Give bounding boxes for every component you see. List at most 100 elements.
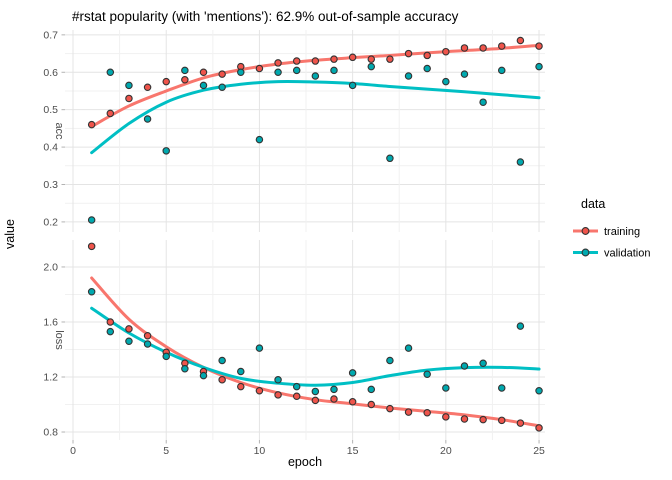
data-point-training bbox=[460, 415, 469, 423]
x-tick-label: 25 bbox=[533, 445, 545, 457]
data-point-validation bbox=[348, 369, 357, 377]
legend-item-training: training bbox=[573, 226, 640, 238]
data-point-validation bbox=[218, 356, 226, 365]
data-point-validation bbox=[498, 66, 506, 75]
y-tick-label: 0.6 bbox=[43, 67, 58, 79]
data-point-validation bbox=[255, 135, 264, 144]
data-point-validation bbox=[516, 158, 525, 166]
data-point-training bbox=[386, 55, 394, 63]
legend-item-validation: validation bbox=[573, 248, 650, 260]
data-point-training bbox=[255, 64, 264, 73]
data-point-training bbox=[311, 57, 320, 65]
data-layer bbox=[87, 36, 543, 432]
data-point-validation bbox=[181, 364, 189, 373]
x-tick-label: 10 bbox=[254, 445, 266, 457]
data-point-training bbox=[330, 55, 338, 63]
data-point-validation bbox=[404, 344, 413, 352]
data-point-training bbox=[535, 424, 543, 432]
data-point-training bbox=[274, 391, 282, 399]
data-point-validation bbox=[162, 147, 170, 155]
data-point-training bbox=[367, 400, 376, 409]
data-point-validation bbox=[255, 344, 264, 352]
y-axis-label: value bbox=[3, 219, 17, 249]
data-point-validation bbox=[274, 376, 282, 384]
legend-title: data bbox=[581, 197, 605, 211]
data-point-training bbox=[442, 47, 450, 56]
data-point-validation bbox=[311, 387, 320, 396]
data-point-validation bbox=[367, 385, 376, 394]
data-point-validation bbox=[181, 66, 189, 75]
data-point-validation bbox=[106, 327, 115, 336]
data-point-validation bbox=[125, 81, 133, 90]
data-point-training bbox=[479, 44, 487, 52]
x-tick-label: 5 bbox=[163, 445, 169, 457]
legend-label-validation: validation bbox=[604, 248, 650, 260]
smooth-line-validation bbox=[90, 306, 541, 387]
data-point-training bbox=[423, 409, 431, 417]
data-point-validation bbox=[311, 72, 320, 80]
data-point-validation bbox=[498, 384, 506, 392]
grid-layer bbox=[65, 30, 545, 440]
data-point-training bbox=[348, 398, 357, 406]
facet-strip-acc: acc bbox=[53, 122, 65, 140]
facet-strip-loss: loss bbox=[53, 330, 65, 350]
data-point-validation bbox=[535, 387, 543, 395]
y-tick-label: 0.4 bbox=[43, 142, 58, 154]
data-point-validation bbox=[423, 370, 431, 379]
data-point-training bbox=[292, 57, 301, 65]
data-point-training bbox=[237, 382, 245, 391]
data-point-validation bbox=[516, 322, 525, 330]
data-point-training bbox=[106, 109, 115, 118]
y-tick-label: 0.7 bbox=[43, 29, 58, 41]
data-point-validation bbox=[330, 66, 338, 75]
data-point-training bbox=[125, 325, 133, 333]
smooth-line-validation bbox=[90, 79, 541, 155]
data-point-training bbox=[162, 77, 170, 86]
data-point-training bbox=[218, 70, 226, 78]
y-tick-label: 1.2 bbox=[43, 372, 58, 384]
y-tick-label: 0.3 bbox=[43, 179, 58, 191]
data-point-validation bbox=[292, 66, 301, 75]
data-point-training bbox=[181, 76, 189, 84]
data-point-validation bbox=[218, 83, 226, 91]
data-point-validation bbox=[479, 98, 487, 106]
data-point-training bbox=[386, 404, 394, 413]
y-tick-label: 2.0 bbox=[43, 261, 58, 273]
y-tick-label: 1.6 bbox=[43, 316, 58, 328]
data-point-training bbox=[404, 408, 413, 416]
data-point-validation bbox=[348, 81, 357, 90]
legend: data training validation bbox=[573, 197, 650, 260]
data-point-validation bbox=[162, 352, 170, 361]
x-tick-label: 0 bbox=[70, 445, 76, 457]
data-point-validation bbox=[404, 72, 413, 80]
data-point-training bbox=[311, 396, 320, 405]
x-axis-label: epoch bbox=[288, 455, 322, 469]
data-point-validation bbox=[386, 154, 394, 163]
x-tick-label: 20 bbox=[440, 445, 452, 457]
legend-key-point-training bbox=[581, 227, 590, 235]
data-point-validation bbox=[367, 62, 376, 71]
data-point-training bbox=[460, 44, 469, 52]
data-point-training bbox=[143, 331, 152, 340]
data-point-validation bbox=[125, 337, 133, 345]
data-point-training bbox=[330, 395, 338, 403]
data-point-training bbox=[106, 318, 115, 326]
data-point-training bbox=[292, 392, 301, 401]
legend-label-training: training bbox=[604, 226, 640, 238]
data-point-training bbox=[498, 42, 506, 50]
data-point-validation bbox=[143, 340, 152, 348]
y-tick-label: 0.5 bbox=[43, 104, 58, 116]
data-point-validation bbox=[479, 359, 487, 367]
data-point-validation bbox=[330, 385, 338, 394]
data-point-validation bbox=[292, 382, 301, 391]
data-point-validation bbox=[237, 68, 245, 77]
legend-key-point-validation bbox=[581, 248, 590, 257]
data-point-training bbox=[535, 42, 543, 50]
x-tick-label: 15 bbox=[347, 445, 359, 457]
data-point-training bbox=[516, 36, 525, 45]
data-point-validation bbox=[460, 362, 469, 370]
data-point-training bbox=[87, 120, 96, 129]
data-point-training bbox=[423, 51, 431, 60]
